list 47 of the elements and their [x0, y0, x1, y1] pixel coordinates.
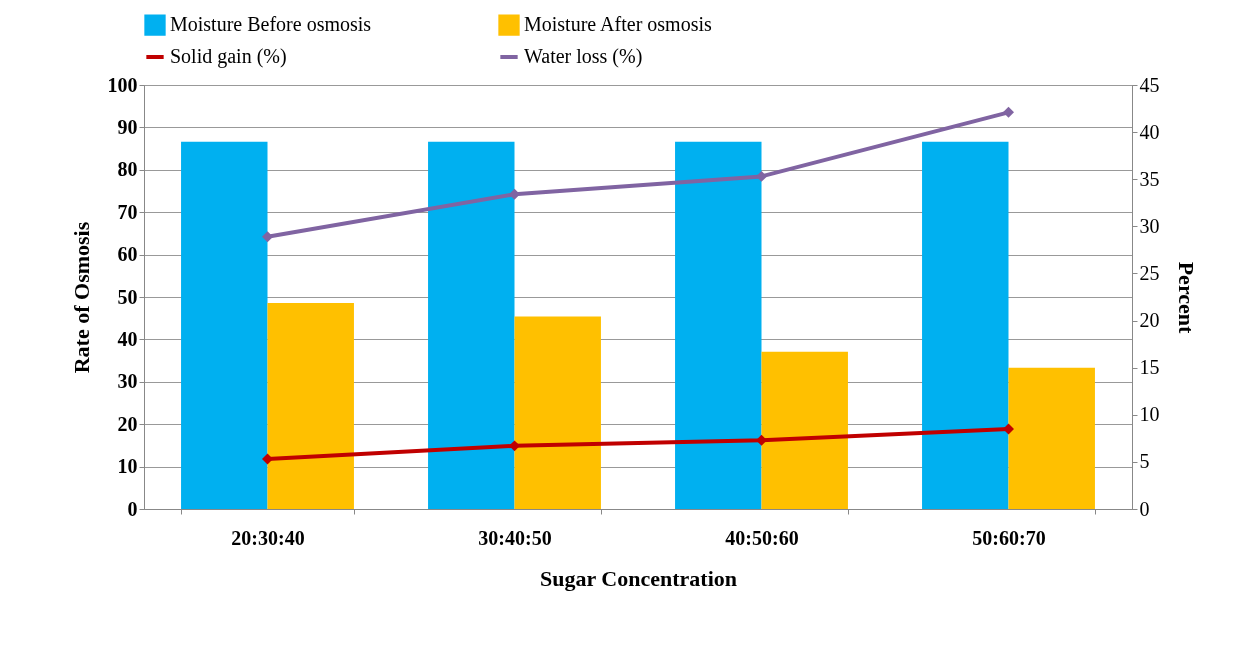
y-tick-label: 0 [127, 497, 138, 520]
y-tick-label: 100 [107, 73, 138, 96]
y-tick-label: 30 [117, 370, 138, 393]
y-tick-label: 40 [117, 327, 138, 350]
legend-label: Solid gain (%) [170, 45, 287, 68]
point [262, 231, 273, 243]
y2-tick-label: 30 [1139, 214, 1160, 237]
legend-label: Moisture Before osmosis [170, 13, 372, 36]
y-tick-label: 60 [117, 243, 138, 266]
bar [922, 141, 1009, 509]
x-tick-label: 40:50:60 [725, 526, 799, 549]
bar [428, 141, 515, 509]
point [262, 453, 273, 465]
y2-tick-label: 40 [1139, 120, 1160, 143]
y2-tick-label: 5 [1139, 450, 1150, 473]
point [1003, 423, 1014, 435]
legend-label: Water loss (%) [524, 45, 643, 68]
x-tick-label: 30:40:50 [478, 526, 552, 549]
y2-tick-label: 45 [1139, 73, 1160, 96]
y2-axis-title: Percent [1173, 261, 1199, 334]
y-axis-title: Rate of Osmosis [68, 221, 94, 374]
y-tick-label: 20 [117, 412, 138, 435]
point [1003, 106, 1014, 118]
y2-tick-label: 25 [1139, 261, 1160, 284]
y2-tick-label: 0 [1139, 497, 1150, 520]
point [756, 434, 767, 446]
bar [181, 141, 268, 509]
y2-tick-label: 15 [1139, 356, 1160, 379]
point [509, 440, 520, 452]
y2-tick-label: 10 [1139, 403, 1160, 426]
y-tick-label: 50 [117, 285, 138, 308]
x-axis-title: Sugar Concentration [540, 565, 737, 591]
point [756, 170, 767, 182]
y2-tick-label: 20 [1139, 309, 1160, 332]
bar [267, 302, 354, 509]
y-tick-label: 70 [117, 200, 138, 223]
bar [675, 141, 762, 509]
y2-tick-label: 35 [1139, 167, 1160, 190]
x-tick-label: 20:30:40 [231, 526, 305, 549]
legend-label: Moisture After osmosis [524, 13, 712, 36]
bar [514, 316, 601, 509]
y-tick-label: 10 [117, 455, 138, 478]
x-tick-label: 50:60:70 [972, 526, 1046, 549]
y-tick-label: 90 [117, 115, 138, 138]
bar [761, 351, 848, 509]
bar [1008, 367, 1095, 509]
y-tick-label: 80 [117, 158, 138, 181]
